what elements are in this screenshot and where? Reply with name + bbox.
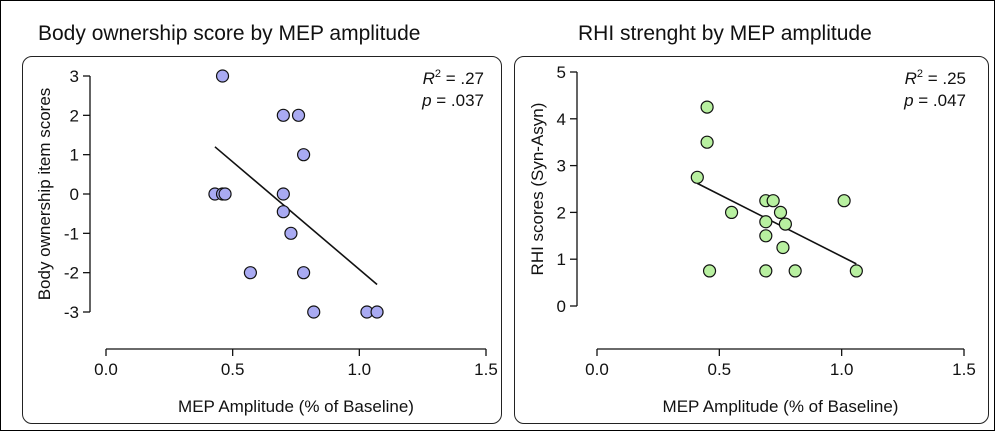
right-y-tick-label: 3 <box>557 157 566 176</box>
left-y-tick-label: -2 <box>64 264 79 283</box>
left-x-tick-label: 1.0 <box>348 360 372 379</box>
right-data-point <box>759 215 773 229</box>
left-data-point <box>276 205 290 219</box>
right-data-point <box>702 264 717 278</box>
left-data-point <box>276 187 290 201</box>
left-x-tick-label: 0.0 <box>94 360 118 379</box>
left-data-point <box>215 69 230 83</box>
right-y-axis-label: RHI scores (Syn-Asyn) <box>528 103 547 276</box>
right-data-point <box>837 194 851 208</box>
left-chart: 3 2 1 0 -1 -2 -3 0.0 0.5 1.0 1.5 MEP Amplitude (% o… <box>35 67 498 416</box>
right-data-point <box>849 264 863 278</box>
right-stat-p: p = .047 <box>903 91 966 110</box>
left-data-point <box>291 108 306 122</box>
left-y-tick-label: 1 <box>70 146 79 165</box>
right-stat-r2: R2 = .25 <box>905 68 966 88</box>
right-x-axis-label: MEP Amplitude (% of Baseline) <box>663 397 899 416</box>
right-x-tick-label: 0.0 <box>585 360 609 379</box>
right-x-tick-label: 1.0 <box>830 360 854 379</box>
left-regression-line <box>214 146 378 286</box>
right-data-point <box>759 264 773 278</box>
right-y-tick-label: 2 <box>557 203 566 222</box>
right-data-point <box>690 170 704 184</box>
left-data-point <box>307 305 321 319</box>
right-y-tick-label: 4 <box>557 110 566 129</box>
left-data-point <box>297 266 311 280</box>
right-y-tick-label: 1 <box>557 250 566 269</box>
left-x-axis-label: MEP Amplitude (% of Baseline) <box>178 397 414 416</box>
right-chart-panel <box>514 56 989 424</box>
right-data-point <box>700 135 714 149</box>
right-chart-title: RHI strenght by MEP amplitude <box>578 22 872 45</box>
left-stat-p: p = .037 <box>421 91 484 110</box>
left-data-point <box>284 226 298 240</box>
left-x-tick-label: 0.5 <box>221 360 245 379</box>
left-data-point <box>276 108 290 122</box>
left-y-axis-label: Body ownership item scores <box>35 88 54 301</box>
left-y-tick-label: -1 <box>64 224 79 243</box>
left-stat-r2: R2 = .27 <box>423 68 484 88</box>
right-data-point <box>773 205 788 219</box>
left-data-point <box>370 305 384 319</box>
left-y-tick-label: 0 <box>70 185 79 204</box>
right-data-point <box>700 100 714 114</box>
left-y-tick-label: -3 <box>64 303 79 322</box>
right-x-tick-label: 1.5 <box>952 360 976 379</box>
right-data-point <box>788 264 802 278</box>
right-y-tick-label: 0 <box>557 297 566 316</box>
right-y-tick-label: 5 <box>557 63 566 82</box>
right-data-point <box>766 194 780 208</box>
left-y-tick-label: 2 <box>70 106 79 125</box>
left-x-tick-label: 1.5 <box>474 360 498 379</box>
right-data-point <box>776 240 790 255</box>
right-x-tick-label: 0.5 <box>708 360 732 379</box>
left-data-point <box>297 148 311 162</box>
left-data-point <box>218 187 232 201</box>
right-data-point <box>759 229 773 243</box>
left-data-point <box>243 266 257 280</box>
left-chart-panel <box>22 56 502 424</box>
right-data-point <box>778 217 792 231</box>
left-y-tick-label: 3 <box>70 67 79 86</box>
left-chart-title: Body ownership score by MEP amplitude <box>38 22 421 45</box>
right-data-point <box>724 205 739 219</box>
right-regression-line <box>696 182 857 265</box>
right-chart: 5 4 3 2 1 0 0.0 0.5 1.0 1.5 MEP Amplitude (% of Ba… <box>528 63 976 416</box>
